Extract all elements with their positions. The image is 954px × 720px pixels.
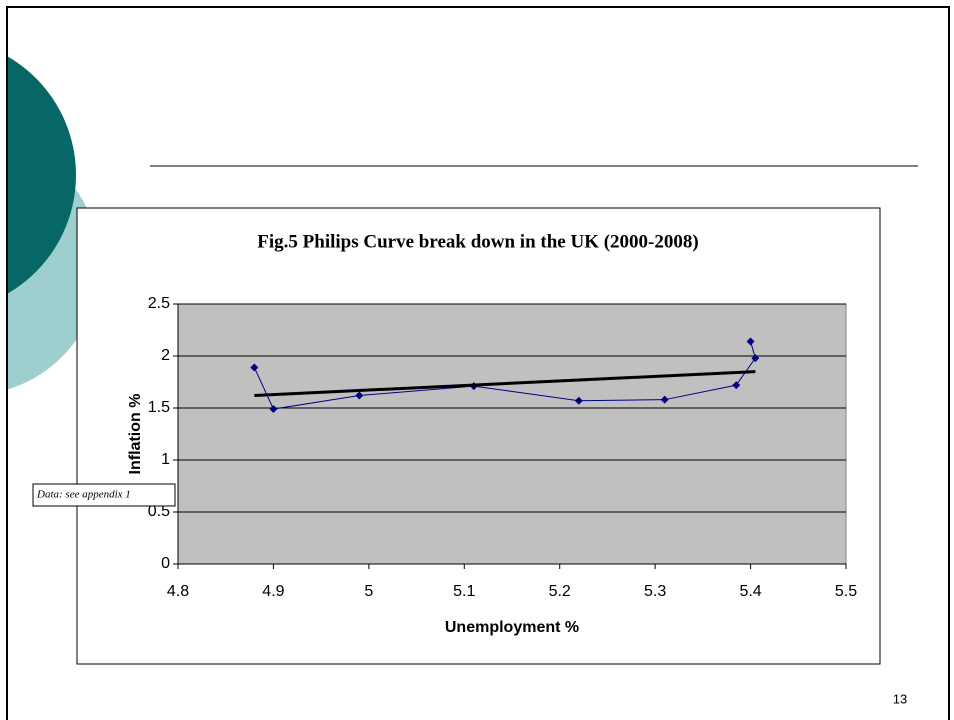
y-tick-label: 2.5 [148,295,170,312]
annotation: Data: see appendix 1 [36,489,131,501]
overlay: Data: see appendix 1 [32,483,176,507]
x-tick-label: 4.8 [167,583,189,600]
data-point [250,363,259,372]
y-tick-label: 0.5 [148,503,170,520]
x-tick-label: 5.1 [453,583,475,600]
data-point [751,354,760,363]
data-point [269,405,278,414]
slide-border [6,6,950,720]
dark-circle [8,56,76,294]
page-number: 13 [893,691,907,706]
x-tick-label: 4.9 [262,583,284,600]
x-tick-label: 5.3 [644,583,666,600]
y-tick-label: 2 [161,347,170,364]
y-tick-label: 0 [161,555,170,572]
plot: 0 0.5 1 1.5 2 2.5 4.8 4.9 5 5.1 5.2 5.3 5.4 5.5 [148,295,857,600]
data-point [355,391,364,400]
trend-line [254,370,756,398]
data-point [746,337,755,346]
x-tick-label: 5.5 [835,583,857,600]
data-point [732,381,741,390]
y-tick-label: 1.5 [148,399,170,416]
data-point [574,396,583,405]
data-point [660,395,669,404]
plot-area [177,303,847,565]
y-axis-title: Inflation % [127,394,144,475]
x-tick-label: 5.4 [739,583,761,600]
chart-title: Fig.5 Philips Curve break down in the UK… [257,231,698,252]
y-tick-label: 1 [161,451,170,468]
x-axis-title: Unemployment % [445,619,579,636]
annotation-box [32,483,176,507]
x-tick-label: 5.2 [549,583,571,600]
x-tick-label: 5 [364,583,373,600]
